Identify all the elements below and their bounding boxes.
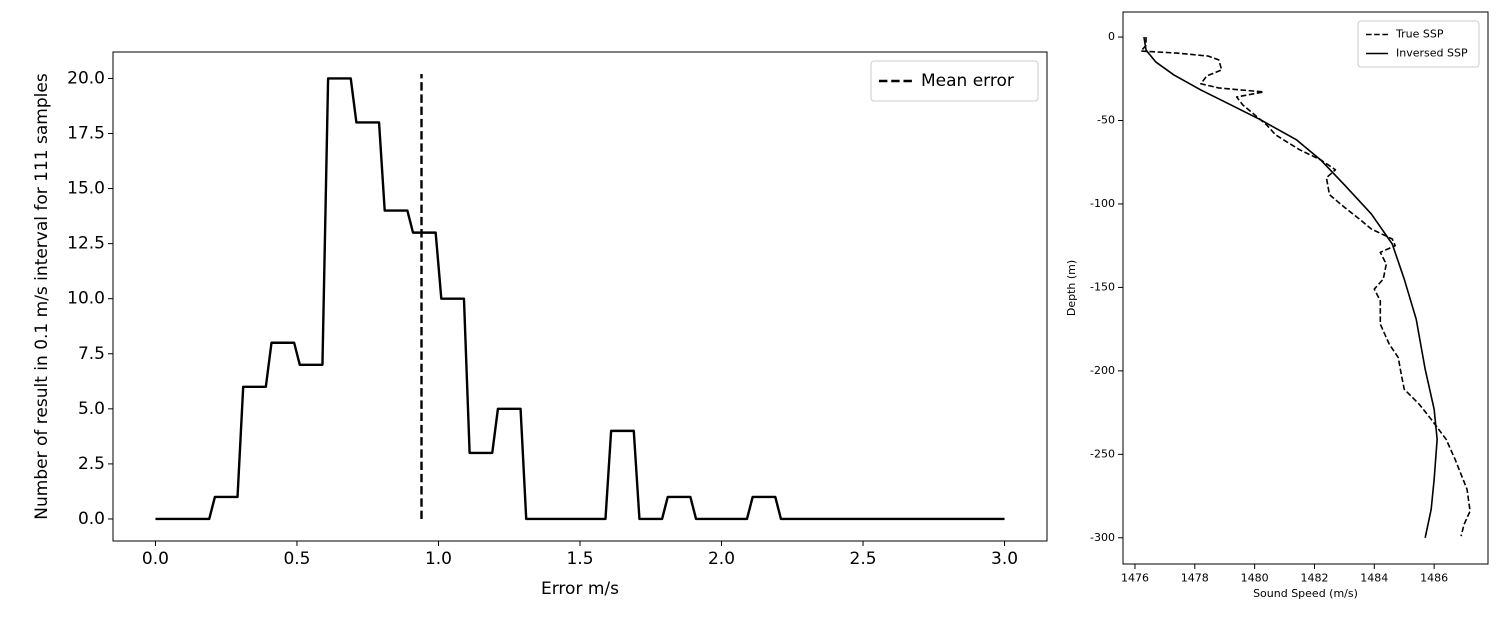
x-tick-label: 1.5	[566, 549, 593, 569]
y-tick-label: -300	[1090, 531, 1115, 544]
y-tick-label: -150	[1090, 280, 1115, 293]
legend-label: Mean error	[921, 71, 1014, 91]
legend-box	[870, 60, 1039, 102]
y-tick-label: 20.0	[67, 68, 105, 88]
legend-label: Inversed SSP	[1396, 47, 1468, 60]
y-tick-label: -250	[1090, 447, 1115, 460]
x-tick-label: 1.0	[425, 549, 452, 569]
y-axis-label: Number of result in 0.1 m/s interval for…	[32, 73, 52, 520]
y-tick-label: 12.5	[67, 234, 105, 254]
x-tick-label: 1476	[1121, 572, 1149, 585]
x-tick-label: 3.0	[991, 549, 1018, 569]
data-line	[1140, 37, 1471, 537]
x-tick-label: 1480	[1241, 572, 1269, 585]
y-tick-label: -100	[1090, 197, 1115, 210]
x-tick-label: 1482	[1300, 572, 1328, 585]
x-axis-label: Sound Speed (m/s)	[1253, 587, 1358, 600]
y-tick-label: 2.5	[78, 454, 105, 474]
y-axis-label: Depth (m)	[1065, 260, 1078, 316]
y-tick-label: 0.0	[78, 509, 105, 529]
y-tick-label: 5.0	[78, 399, 105, 419]
legend-label: True SSP	[1395, 28, 1444, 41]
x-tick-label: 2.0	[708, 549, 735, 569]
x-tick-label: 0.0	[142, 549, 169, 569]
y-tick-label: 17.5	[67, 124, 105, 144]
x-tick-label: 1484	[1360, 572, 1388, 585]
y-tick-label: 0	[1108, 30, 1115, 43]
x-tick-label: 1486	[1420, 572, 1448, 585]
x-tick-label: 0.5	[283, 549, 310, 569]
y-tick-label: 7.5	[78, 344, 105, 364]
y-tick-label: 10.0	[67, 289, 105, 309]
plot-frame	[112, 51, 1048, 542]
x-tick-label: 2.5	[850, 549, 877, 569]
y-tick-label: -50	[1097, 113, 1115, 126]
y-tick-label: -200	[1090, 364, 1115, 377]
data-line	[155, 77, 1005, 521]
x-axis-label: Error m/s	[541, 579, 619, 599]
x-tick-label: 1478	[1181, 572, 1209, 585]
legend-box	[1357, 20, 1480, 68]
y-tick-label: 15.0	[67, 179, 105, 199]
data-line	[1143, 36, 1438, 538]
plot-frame	[1122, 11, 1489, 565]
